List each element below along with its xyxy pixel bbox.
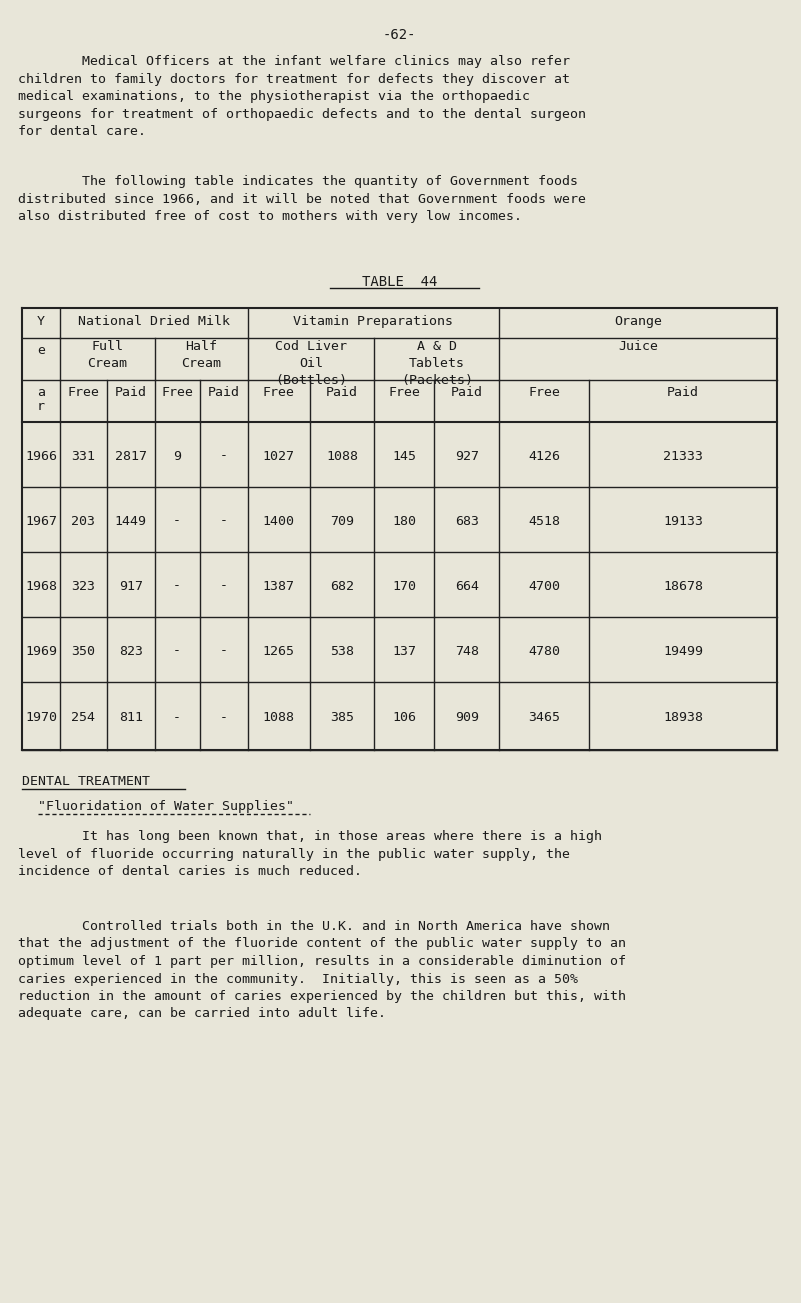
Text: 9: 9 [173,450,181,463]
Text: r: r [37,400,45,413]
Text: 1400: 1400 [263,515,295,528]
Text: 1968: 1968 [25,580,57,593]
Text: 3465: 3465 [528,711,560,724]
Text: -: - [219,580,227,593]
Text: e: e [37,344,45,357]
Text: 170: 170 [392,580,417,593]
Text: -62-: -62- [383,27,417,42]
Text: Free: Free [263,386,295,399]
Text: Y: Y [37,315,45,328]
Text: 331: 331 [71,450,95,463]
Text: 1969: 1969 [25,645,57,658]
Text: Free: Free [528,386,560,399]
Text: 145: 145 [392,450,417,463]
Text: 683: 683 [455,515,479,528]
Text: 2817: 2817 [115,450,147,463]
Text: Free: Free [388,386,421,399]
Text: Juice: Juice [618,340,658,353]
Text: -: - [173,580,181,593]
Text: 350: 350 [71,645,95,658]
Text: A & D
Tablets
(Packets): A & D Tablets (Packets) [400,340,473,387]
Text: 917: 917 [119,580,143,593]
Text: 1265: 1265 [263,645,295,658]
Text: Controlled trials both in the U.K. and in North America have shown
that the adju: Controlled trials both in the U.K. and i… [18,920,626,1020]
Text: 18678: 18678 [663,580,703,593]
Text: "Fluoridation of Water Supplies": "Fluoridation of Water Supplies" [38,800,294,813]
Text: -: - [173,711,181,724]
Text: 748: 748 [455,645,479,658]
Text: Free: Free [161,386,193,399]
Text: 19133: 19133 [663,515,703,528]
Text: 1027: 1027 [263,450,295,463]
Text: 1088: 1088 [263,711,295,724]
Text: 823: 823 [119,645,143,658]
Text: a: a [37,386,45,399]
Text: 927: 927 [455,450,479,463]
Text: 909: 909 [455,711,479,724]
Text: 21333: 21333 [663,450,703,463]
Text: Vitamin Preparations: Vitamin Preparations [293,315,453,328]
Text: 106: 106 [392,711,417,724]
Text: The following table indicates the quantity of Government foods
distributed since: The following table indicates the quanti… [18,175,586,223]
Text: 664: 664 [455,580,479,593]
Text: It has long been known that, in those areas where there is a high
level of fluor: It has long been known that, in those ar… [18,830,602,878]
Text: 1449: 1449 [115,515,147,528]
Text: 180: 180 [392,515,417,528]
Text: 4780: 4780 [528,645,560,658]
Text: 1966: 1966 [25,450,57,463]
Text: 203: 203 [71,515,95,528]
Text: -: - [173,645,181,658]
Text: 4518: 4518 [528,515,560,528]
Text: 4126: 4126 [528,450,560,463]
Text: -: - [173,515,181,528]
Text: 254: 254 [71,711,95,724]
Text: 1387: 1387 [263,580,295,593]
Text: Paid: Paid [115,386,147,399]
Text: Paid: Paid [207,386,239,399]
Text: Paid: Paid [451,386,483,399]
Text: Orange: Orange [614,315,662,328]
Text: 4700: 4700 [528,580,560,593]
Text: 538: 538 [330,645,354,658]
Text: 137: 137 [392,645,417,658]
Text: 1967: 1967 [25,515,57,528]
Text: 709: 709 [330,515,354,528]
Text: 18938: 18938 [663,711,703,724]
Text: Half
Cream: Half Cream [181,340,221,370]
Text: Paid: Paid [667,386,699,399]
Text: 811: 811 [119,711,143,724]
Text: 682: 682 [330,580,354,593]
Text: 385: 385 [330,711,354,724]
Text: Paid: Paid [326,386,358,399]
Text: -: - [219,515,227,528]
Text: 1088: 1088 [326,450,358,463]
Text: 1970: 1970 [25,711,57,724]
Text: Medical Officers at the infant welfare clinics may also refer
children to family: Medical Officers at the infant welfare c… [18,55,586,138]
Text: -: - [219,450,227,463]
Text: DENTAL TREATMENT: DENTAL TREATMENT [22,775,150,788]
Text: 19499: 19499 [663,645,703,658]
Text: -: - [219,711,227,724]
Text: Cod Liver
Oil
(Bottles): Cod Liver Oil (Bottles) [275,340,347,387]
Text: -: - [219,645,227,658]
Text: 323: 323 [71,580,95,593]
Text: Full
Cream: Full Cream [87,340,127,370]
Text: Free: Free [67,386,99,399]
Text: TABLE  44: TABLE 44 [362,275,437,289]
Text: National Dried Milk: National Dried Milk [78,315,230,328]
